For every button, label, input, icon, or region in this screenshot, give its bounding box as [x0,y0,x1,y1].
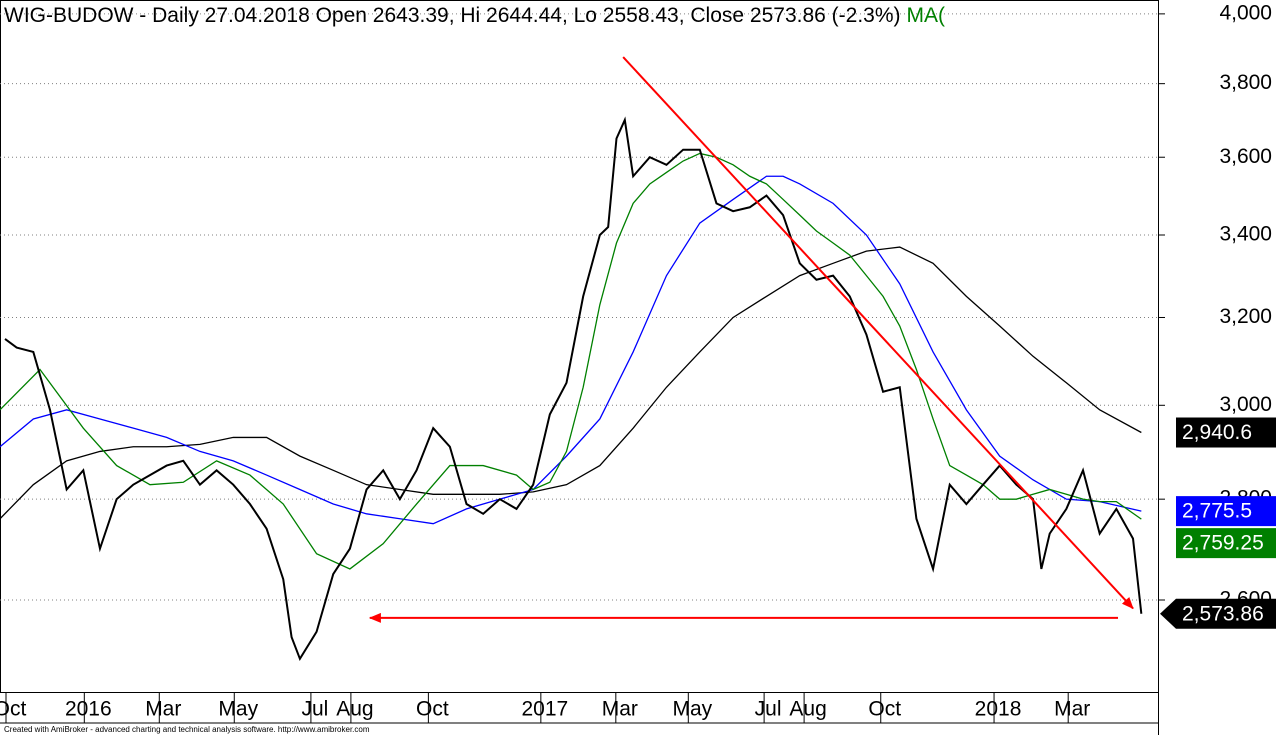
last-value-label: 2,573.86 [1182,602,1264,625]
x-tick-label: Aug [336,698,373,721]
last-value-box [1176,417,1276,448]
x-tick-label: Mar [602,698,638,721]
footer: Created with AmiBroker - advanced charti… [4,725,370,734]
x-tick-label: Mar [1054,698,1090,721]
moving-average-line [0,246,1142,520]
x-tick-label: May [672,698,712,721]
moving-average-line [0,175,1142,525]
y-tick-label: 3,600 [1219,145,1272,168]
x-tick-label: Jul [301,698,328,721]
x-tick-label: Oct [0,698,26,721]
x-tick-label: May [218,698,258,721]
x-tick-label: Oct [868,698,901,721]
chart-title-text: WIG-BUDOW - Daily 27.04.2018 Open 2643.3… [4,4,901,27]
trend-arrow [622,56,1134,610]
x-tick-label: Mar [145,698,181,721]
last-value-label: 2,940.6 [1182,421,1252,444]
last-value-box [1176,528,1276,559]
last-value-label: 2,759.25 [1182,532,1264,555]
last-value-label: 2,775.5 [1182,500,1252,523]
y-tick-label: 3,000 [1219,393,1272,416]
y-tick-label: 3,800 [1219,71,1272,94]
price-line [4,116,1143,662]
y-tick-label: 3,400 [1219,223,1272,246]
x-tick-label: Aug [789,698,826,721]
last-value-box [1176,496,1276,527]
x-tick-label: 2018 [975,698,1022,721]
x-tick-label: Oct [416,698,449,721]
y-tick-label: 3,200 [1219,305,1272,328]
y-tick-label: 4,000 [1219,1,1272,24]
legend-text: MA( [907,4,946,27]
last-price-box [1160,598,1276,629]
x-tick-label: 2017 [521,698,568,721]
x-tick-label: 2016 [65,698,112,721]
x-tick-label: Jul [755,698,782,721]
chart-title: WIG-BUDOW - Daily 27.04.2018 Open 2643.3… [4,4,945,27]
moving-average-line [0,152,1142,570]
